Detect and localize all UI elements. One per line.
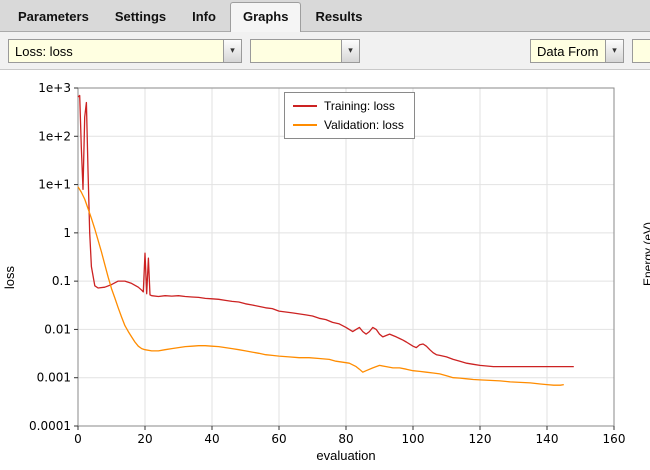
tab-parameters[interactable]: Parameters (18, 9, 89, 24)
svg-text:80: 80 (338, 432, 353, 446)
svg-text:40: 40 (204, 432, 219, 446)
validation-line-swatch (293, 124, 317, 126)
x-axis-label: evaluation (316, 448, 376, 463)
svg-text:160: 160 (603, 432, 626, 446)
tab-info[interactable]: Info (192, 9, 216, 24)
chart-legend: Training: loss Validation: loss (284, 92, 415, 139)
svg-text:140: 140 (536, 432, 559, 446)
legend-item-validation: Validation: loss (293, 118, 404, 132)
svg-text:0.001: 0.001 (37, 371, 71, 385)
chevron-down-icon[interactable]: ▾ (341, 39, 359, 62)
legend-label-training: Training: loss (324, 99, 395, 113)
legend-item-training: Training: loss (293, 99, 404, 113)
svg-text:20: 20 (137, 432, 152, 446)
clipped-combobox[interactable] (632, 38, 650, 63)
svg-text:100: 100 (402, 432, 425, 446)
adjacent-chart-energy-axis-label: Energy (eV) (641, 222, 650, 287)
svg-text:0: 0 (74, 432, 82, 446)
loss-combobox[interactable]: Loss: loss ▾ (8, 38, 242, 63)
chevron-down-icon[interactable]: ▾ (223, 39, 241, 62)
svg-text:1e+1: 1e+1 (38, 178, 71, 192)
chevron-down-icon[interactable]: ▾ (605, 39, 623, 62)
svg-text:1e+3: 1e+3 (38, 81, 71, 95)
svg-text:0.1: 0.1 (52, 274, 71, 288)
svg-text:0.01: 0.01 (44, 322, 71, 336)
secondary-combobox[interactable]: ▾ (250, 38, 360, 63)
loss-combobox-value: Loss: loss (15, 43, 73, 59)
tab-bar: Parameters Settings Info Graphs Results (0, 0, 650, 32)
svg-text:0.0001: 0.0001 (29, 419, 71, 433)
training-line-swatch (293, 105, 317, 107)
graph-toolbar: Loss: loss ▾ ▾ Data From ▾ (0, 32, 650, 70)
tab-graphs[interactable]: Graphs (229, 2, 302, 32)
svg-text:1: 1 (63, 226, 71, 240)
y-axis-label: loss (2, 266, 17, 290)
loss-chart: 0 20 40 60 80 100 120 140 160 1e+3 1e+2 1e+1 1 0.1 0.0… (29, 81, 626, 446)
data-from-combobox-value: Data From (537, 43, 599, 59)
secondary-combobox-value (251, 40, 341, 62)
data-from-combobox[interactable]: Data From ▾ (530, 38, 624, 63)
chart-region: 0 20 40 60 80 100 120 140 160 1e+3 1e+2 1e+1 1 0.1 0.0… (0, 70, 650, 470)
clipped-combobox-value (633, 40, 650, 62)
legend-label-validation: Validation: loss (324, 118, 404, 132)
svg-text:120: 120 (469, 432, 492, 446)
tab-settings[interactable]: Settings (114, 9, 167, 24)
svg-text:1e+2: 1e+2 (38, 129, 71, 143)
svg-text:60: 60 (271, 432, 286, 446)
tab-results[interactable]: Results (315, 9, 363, 24)
